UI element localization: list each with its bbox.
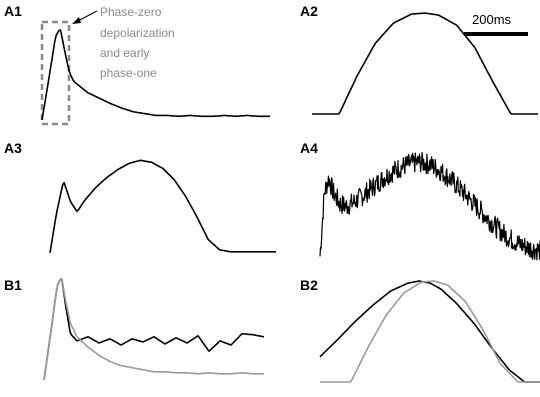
trace-b1-series-0 <box>43 278 265 381</box>
panel-label-a1: A1 <box>4 3 22 19</box>
annotation-line-2: depolarization <box>100 26 175 40</box>
scale-bar-label: 200ms <box>472 12 512 27</box>
phase-zero-highlight-box <box>40 20 71 126</box>
panel-label-a3: A3 <box>4 140 22 156</box>
arrow-icon <box>72 10 98 24</box>
annotation-line-1: Phase-zero <box>100 5 162 19</box>
trace-a3-series-0 <box>49 159 276 254</box>
panel-label-b2: B2 <box>300 277 318 293</box>
trace-a1-series-0 <box>41 29 270 121</box>
scale-bar <box>464 32 528 36</box>
traces-layer <box>41 12 540 383</box>
trace-b2-series-0 <box>319 280 540 383</box>
annotation-line-3: and early <box>100 46 149 60</box>
trace-b2-series-1 <box>320 280 540 383</box>
panel-label-b1: B1 <box>4 277 22 293</box>
trace-a4-series-0 <box>319 151 540 261</box>
panel-label-a2: A2 <box>300 3 318 19</box>
annotation-line-4: phase-one <box>100 66 157 80</box>
trace-a2-series-0 <box>312 12 538 115</box>
trace-b1-series-1 <box>43 277 264 381</box>
panel-label-a4: A4 <box>300 140 318 156</box>
